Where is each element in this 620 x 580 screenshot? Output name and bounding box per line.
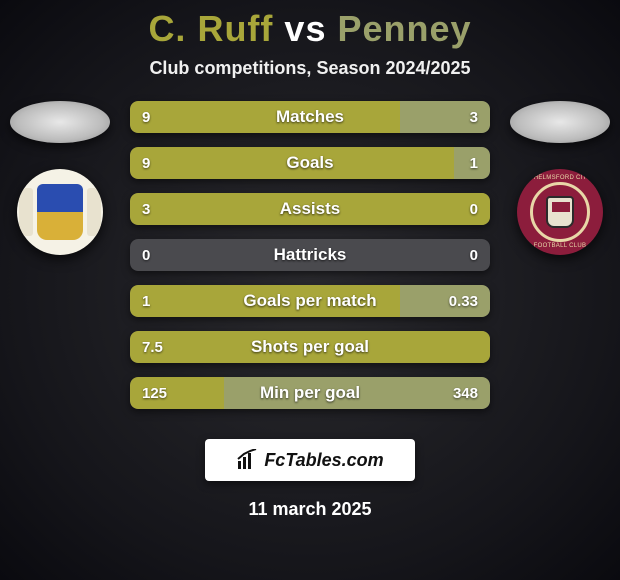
stat-row: 125348Min per goal bbox=[130, 377, 490, 409]
player1-club-badge bbox=[17, 169, 103, 255]
stat-value-left: 9 bbox=[130, 101, 162, 133]
title-player2: Penney bbox=[337, 8, 471, 49]
stat-value-right: 348 bbox=[441, 377, 490, 409]
brand-text: FcTables.com bbox=[264, 450, 383, 471]
club-text-bottom: FOOTBALL CLUB bbox=[517, 243, 603, 249]
comparison-subtitle: Club competitions, Season 2024/2025 bbox=[0, 58, 620, 79]
club-shield-icon bbox=[546, 196, 574, 228]
stat-value-left: 9 bbox=[130, 147, 162, 179]
stat-value-right: 0 bbox=[458, 239, 490, 271]
comparison-content: CHELMSFORD CITY FOOTBALL CLUB 93Matches9… bbox=[0, 101, 620, 421]
snapshot-date: 11 march 2025 bbox=[0, 499, 620, 520]
player1-photo-placeholder bbox=[10, 101, 110, 143]
stat-value-right: 3 bbox=[458, 101, 490, 133]
stat-value-right: 0.33 bbox=[437, 285, 490, 317]
stat-value-left: 0 bbox=[130, 239, 162, 271]
stat-bar-left bbox=[130, 331, 490, 363]
stat-value-right: 0 bbox=[458, 193, 490, 225]
stat-value-right: 1 bbox=[458, 147, 490, 179]
stat-bar-left bbox=[130, 101, 400, 133]
brand-badge[interactable]: FcTables.com bbox=[205, 439, 415, 481]
player2-photo-placeholder bbox=[510, 101, 610, 143]
stat-value-right bbox=[466, 331, 490, 363]
stat-bars: 93Matches91Goals30Assists00Hattricks10.3… bbox=[130, 101, 490, 423]
stat-row: 7.5Shots per goal bbox=[130, 331, 490, 363]
stat-value-left: 3 bbox=[130, 193, 162, 225]
brand-chart-icon bbox=[236, 449, 258, 471]
stat-row: 93Matches bbox=[130, 101, 490, 133]
player1-side bbox=[0, 101, 120, 255]
stat-value-left: 7.5 bbox=[130, 331, 175, 363]
title-player1: C. Ruff bbox=[148, 8, 273, 49]
title-vs: vs bbox=[284, 8, 326, 49]
player2-side: CHELMSFORD CITY FOOTBALL CLUB bbox=[500, 101, 620, 255]
stat-value-left: 125 bbox=[130, 377, 179, 409]
club-text-top: CHELMSFORD CITY bbox=[517, 175, 603, 181]
stat-bar-left bbox=[130, 147, 454, 179]
stat-bar-left bbox=[130, 285, 400, 317]
stat-row: 30Assists bbox=[130, 193, 490, 225]
comparison-title: C. Ruff vs Penney bbox=[0, 0, 620, 50]
club-crest-ring-icon bbox=[530, 182, 590, 242]
stat-row: 10.33Goals per match bbox=[130, 285, 490, 317]
club-crest-icon bbox=[37, 184, 83, 240]
stat-bar-track bbox=[130, 239, 490, 271]
player2-club-badge: CHELMSFORD CITY FOOTBALL CLUB bbox=[517, 169, 603, 255]
stat-row: 00Hattricks bbox=[130, 239, 490, 271]
stat-row: 91Goals bbox=[130, 147, 490, 179]
stat-value-left: 1 bbox=[130, 285, 162, 317]
stat-bar-left bbox=[130, 193, 490, 225]
